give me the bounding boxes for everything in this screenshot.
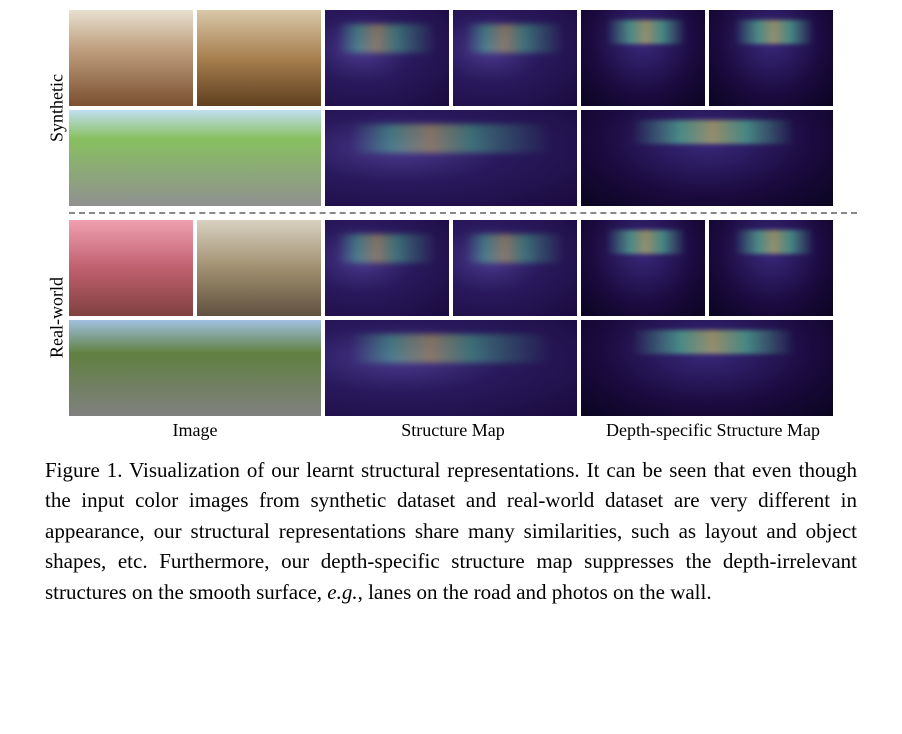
realworld-indoor-structure-1: [325, 220, 449, 316]
synthetic-street-image: [69, 110, 321, 206]
realworld-grid: [69, 220, 857, 416]
realworld-indoor-row: [69, 220, 857, 316]
column-label-image: Image: [69, 420, 321, 441]
realworld-indoor-depth-structure-2: [709, 220, 833, 316]
figure-container: Synthetic Real-world: [45, 10, 857, 607]
realworld-section: Real-world: [45, 220, 857, 416]
column-labels-row: Image Structure Map Depth-specific Struc…: [69, 420, 857, 441]
caption-label: Figure 1.: [45, 458, 123, 482]
realworld-street-row: [69, 320, 857, 416]
synthetic-indoor-image-2: [197, 10, 321, 106]
realworld-street-depth-structure: [581, 320, 833, 416]
figure-caption: Figure 1. Visualization of our learnt st…: [45, 455, 857, 607]
column-label-depth-structure: Depth-specific Structure Map: [585, 420, 841, 441]
synthetic-street-depth-structure: [581, 110, 833, 206]
realworld-street-structure: [325, 320, 577, 416]
synthetic-row-label: Synthetic: [45, 10, 69, 206]
synthetic-indoor-structure-1: [325, 10, 449, 106]
synthetic-section: Synthetic: [45, 10, 857, 206]
realworld-indoor-structure-2: [453, 220, 577, 316]
realworld-indoor-depth-structure-1: [581, 220, 705, 316]
section-divider: [69, 212, 857, 214]
synthetic-indoor-row: [69, 10, 857, 106]
realworld-indoor-image-2: [197, 220, 321, 316]
synthetic-indoor-image-1: [69, 10, 193, 106]
synthetic-indoor-depth-structure-1: [581, 10, 705, 106]
synthetic-indoor-structure-2: [453, 10, 577, 106]
caption-body-2: , lanes on the road and photos on the wa…: [358, 580, 712, 604]
caption-eg: e.g.: [327, 580, 357, 604]
column-label-structure: Structure Map: [325, 420, 581, 441]
synthetic-street-structure: [325, 110, 577, 206]
realworld-row-label: Real-world: [45, 220, 69, 416]
realworld-street-image: [69, 320, 321, 416]
synthetic-street-row: [69, 110, 857, 206]
realworld-indoor-image-1: [69, 220, 193, 316]
synthetic-grid: [69, 10, 857, 206]
synthetic-indoor-depth-structure-2: [709, 10, 833, 106]
